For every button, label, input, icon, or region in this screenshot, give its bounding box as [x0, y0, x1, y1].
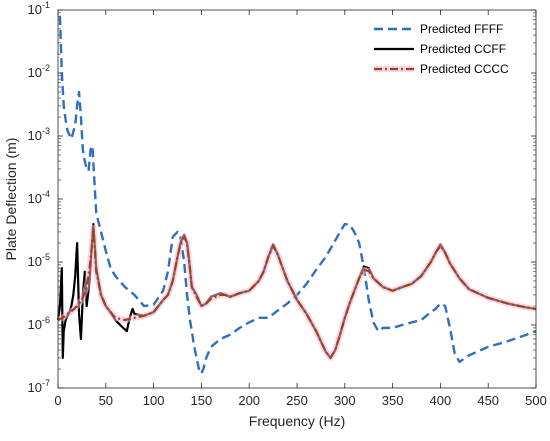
x-tick-label: 100 [143, 393, 165, 408]
y-tick-base: 10 [28, 65, 42, 80]
x-tick-label: 450 [477, 393, 499, 408]
y-tick-label: 10-6 [28, 315, 50, 332]
y-tick-exponent: -3 [42, 126, 50, 136]
series-line-1 [58, 16, 537, 375]
legend-label: Predicted CCFF [420, 42, 506, 56]
x-tick-label: 50 [99, 393, 113, 408]
legend-label: Predicted FFFF [420, 22, 503, 36]
y-tick-exponent: -2 [42, 63, 50, 73]
y-axis-label: Plate Deflection (m) [3, 138, 19, 261]
series-layer [56, 16, 537, 375]
y-tick-label: 10-3 [28, 126, 50, 143]
y-tick-label: 10-2 [28, 63, 50, 80]
y-tick-base: 10 [28, 128, 42, 143]
x-tick-label: 300 [334, 393, 356, 408]
y-tick-base: 10 [28, 2, 42, 17]
x-tick-label: 400 [430, 393, 452, 408]
series-line-3 [57, 226, 537, 360]
y-tick-exponent: -5 [42, 252, 50, 262]
y-tick-exponent: -4 [42, 189, 50, 199]
x-tick-label: 150 [191, 393, 213, 408]
y-tick-exponent: -7 [42, 378, 50, 388]
x-tick-label: 500 [525, 393, 547, 408]
x-tick-label: 250 [286, 393, 308, 408]
x-axis-label: Frequency (Hz) [249, 413, 345, 429]
tick-labels: 0 50 100 150 200 250 300 350 400 450 50010-710-610… [28, 0, 547, 408]
y-tick-base: 10 [28, 317, 42, 332]
x-tick-label: 350 [382, 393, 404, 408]
y-tick-label: 10-1 [28, 0, 50, 17]
y-tick-exponent: -6 [42, 315, 50, 325]
x-tick-label: 200 [238, 393, 260, 408]
plot-frame [57, 9, 537, 389]
y-tick-label: 10-4 [28, 189, 50, 206]
legend-label: Predicted CCCC [420, 62, 509, 76]
legend: Predicted FFFF Predicted CCFF Predicted CC… [368, 16, 528, 84]
y-tick-base: 10 [28, 380, 42, 395]
y-tick-base: 10 [28, 254, 42, 269]
y-tick-label: 10-7 [28, 378, 50, 395]
x-tick-label: 0 [54, 393, 61, 408]
y-tick-base: 10 [28, 191, 42, 206]
y-tick-label: 10-5 [28, 252, 50, 269]
y-tick-exponent: -1 [42, 0, 50, 10]
